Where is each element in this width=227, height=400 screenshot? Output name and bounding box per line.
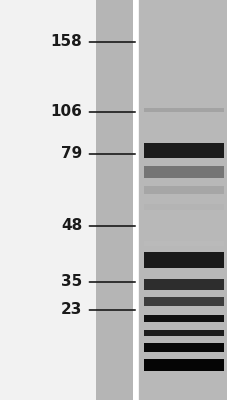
Text: 106: 106: [50, 104, 82, 120]
Bar: [143, 297, 222, 306]
Text: 79: 79: [61, 146, 82, 162]
Bar: [143, 359, 222, 371]
Bar: [143, 143, 222, 158]
Text: 158: 158: [50, 34, 82, 50]
Text: 48: 48: [61, 218, 82, 234]
Bar: [143, 204, 222, 210]
Bar: [143, 343, 222, 352]
Text: 23: 23: [60, 302, 82, 318]
Bar: [143, 252, 222, 268]
Bar: [95, 0, 135, 400]
Text: 35: 35: [61, 274, 82, 290]
Bar: [143, 186, 222, 194]
Bar: [0, 0, 95, 400]
Bar: [143, 166, 222, 178]
Bar: [138, 0, 227, 400]
Bar: [133, 0, 138, 400]
Bar: [143, 241, 222, 246]
Bar: [143, 330, 222, 336]
Bar: [143, 315, 222, 322]
Bar: [143, 221, 222, 226]
Bar: [143, 279, 222, 290]
Bar: [143, 108, 222, 112]
